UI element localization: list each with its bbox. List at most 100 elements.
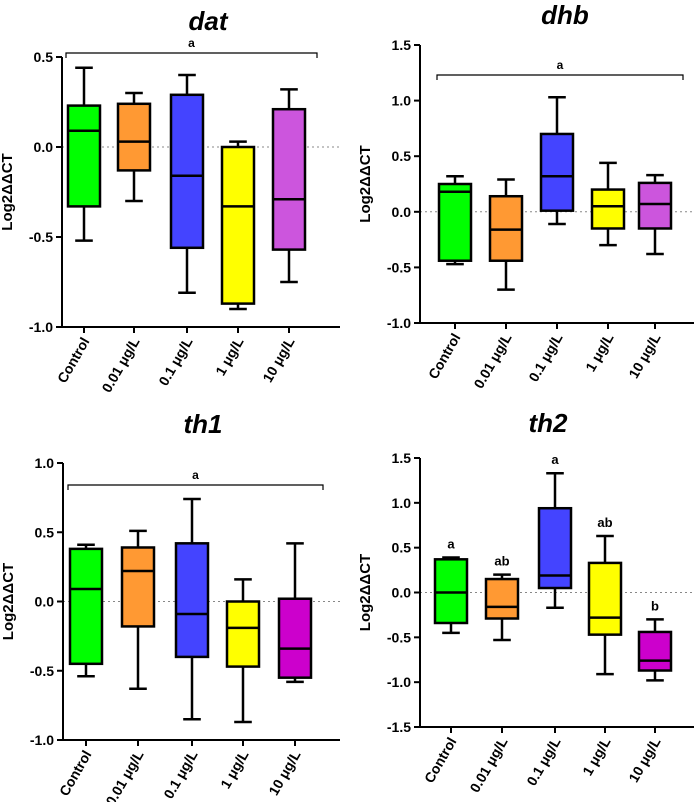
panel-th2: th2 Log2ΔΔCT 1.5 1.0 0.5 0.0 -0.5 -1.0 -1.5 Contr… bbox=[357, 408, 694, 795]
y-axis-label: Log2ΔΔCT bbox=[357, 554, 374, 631]
significance-bracket bbox=[436, 74, 684, 80]
box-3 bbox=[174, 497, 210, 721]
y-tick-label: 0.5 bbox=[35, 524, 55, 540]
box-1 bbox=[437, 174, 473, 266]
box-1 bbox=[68, 543, 104, 678]
chart-title: th1 bbox=[184, 409, 223, 439]
box-iqr bbox=[116, 102, 152, 172]
y-tick-label: -0.5 bbox=[30, 663, 54, 679]
y-tick-label: 1.5 bbox=[392, 37, 412, 53]
box-iqr bbox=[225, 600, 261, 668]
box-iqr bbox=[539, 132, 575, 212]
box-iqr bbox=[277, 597, 313, 679]
x-tick-label: 10 μg/L bbox=[259, 334, 298, 385]
box-1 bbox=[66, 66, 102, 242]
significance-label: b bbox=[651, 598, 659, 613]
x-tick-label: 10 μg/L bbox=[625, 734, 664, 785]
x-tick-label: 10 μg/L bbox=[625, 330, 664, 381]
y-tick-label: -0.5 bbox=[387, 259, 411, 275]
y-tick-label: 0.0 bbox=[392, 204, 412, 220]
x-tick-label: Control bbox=[54, 335, 93, 386]
box-5 bbox=[277, 542, 313, 684]
box-iqr bbox=[120, 546, 156, 628]
y-axis-label: Log2ΔΔCT bbox=[0, 153, 16, 230]
box-4 bbox=[225, 578, 261, 724]
significance-label: a bbox=[188, 36, 195, 50]
box-iqr bbox=[437, 182, 473, 262]
x-tick-label: 0.1 μg/L bbox=[523, 734, 564, 788]
x-tick-label: Control bbox=[421, 735, 460, 786]
x-tick-label: 1 μg/L bbox=[212, 334, 247, 378]
box-4 bbox=[220, 140, 256, 311]
box-2 bbox=[120, 529, 156, 691]
box-2 bbox=[488, 178, 524, 291]
x-tick-label: 0.01 μg/L bbox=[466, 734, 510, 795]
significance-label: ab bbox=[494, 554, 509, 569]
chart-title: dhb bbox=[541, 0, 589, 30]
x-tick-label: 0.1 μg/L bbox=[525, 330, 566, 384]
y-tick-label: -1.5 bbox=[387, 719, 411, 735]
y-tick-label: 0.0 bbox=[392, 585, 412, 601]
box-3 bbox=[537, 471, 573, 609]
y-axis-label: Log2ΔΔCT bbox=[357, 145, 374, 222]
box-5 bbox=[271, 88, 307, 284]
box-iqr bbox=[433, 558, 469, 625]
x-tick-label: 0.1 μg/L bbox=[155, 334, 196, 388]
x-tick-label: 0.01 μg/L bbox=[470, 330, 514, 391]
x-tick-label: 1 μg/L bbox=[217, 747, 252, 791]
box-3 bbox=[169, 73, 205, 295]
significance-bracket bbox=[65, 52, 318, 58]
y-tick-label: 0.5 bbox=[392, 148, 412, 164]
y-tick-label: -1.0 bbox=[387, 674, 411, 690]
box-2 bbox=[116, 91, 152, 203]
significance-label: a bbox=[557, 58, 564, 72]
y-tick-label: -1.0 bbox=[29, 319, 53, 335]
box-iqr bbox=[174, 542, 210, 659]
box-iqr bbox=[590, 188, 626, 230]
significance-bracket bbox=[67, 484, 324, 490]
y-tick-label: 0.0 bbox=[34, 139, 54, 155]
box-iqr bbox=[271, 107, 307, 251]
box-iqr bbox=[68, 547, 104, 666]
significance-label: ab bbox=[597, 515, 612, 530]
box-iqr bbox=[169, 93, 205, 250]
box-iqr bbox=[637, 181, 673, 230]
chart-title: dat bbox=[189, 6, 229, 36]
significance-label: a bbox=[551, 452, 559, 467]
y-tick-label: 0.5 bbox=[392, 540, 412, 556]
box-iqr bbox=[637, 630, 673, 672]
x-tick-label: 1 μg/L bbox=[582, 330, 617, 374]
box-4 bbox=[587, 534, 623, 676]
significance-label: a bbox=[192, 468, 199, 482]
box-5 bbox=[637, 618, 673, 682]
y-tick-label: 1.0 bbox=[392, 93, 412, 109]
chart-title: th2 bbox=[529, 408, 569, 438]
y-tick-label: 0.5 bbox=[34, 49, 54, 65]
x-tick-label: 0.01 μg/L bbox=[98, 334, 142, 395]
y-tick-label: 1.0 bbox=[392, 495, 412, 511]
x-tick-label: 10 μg/L bbox=[265, 747, 304, 798]
y-axis-label: Log2ΔΔCT bbox=[0, 563, 17, 640]
x-tick-label: Control bbox=[425, 331, 464, 382]
y-tick-label: 0.0 bbox=[35, 594, 55, 610]
x-tick-label: 1 μg/L bbox=[579, 734, 614, 778]
y-tick-label: -1.0 bbox=[30, 732, 54, 748]
box-1 bbox=[433, 556, 469, 635]
significance-label: a bbox=[447, 537, 455, 552]
y-tick-label: 1.0 bbox=[35, 455, 55, 471]
box-iqr bbox=[66, 104, 102, 208]
y-tick-label: -0.5 bbox=[29, 229, 53, 245]
box-3 bbox=[539, 96, 575, 226]
y-tick-label: -0.5 bbox=[387, 629, 411, 645]
x-tick-label: 0.1 μg/L bbox=[160, 747, 201, 801]
y-tick-label: 1.5 bbox=[392, 450, 412, 466]
box-4 bbox=[590, 161, 626, 247]
x-tick-label: 0.01 μg/L bbox=[102, 747, 146, 802]
box-iqr bbox=[587, 561, 623, 636]
box-2 bbox=[484, 573, 520, 642]
box-5 bbox=[637, 173, 673, 256]
